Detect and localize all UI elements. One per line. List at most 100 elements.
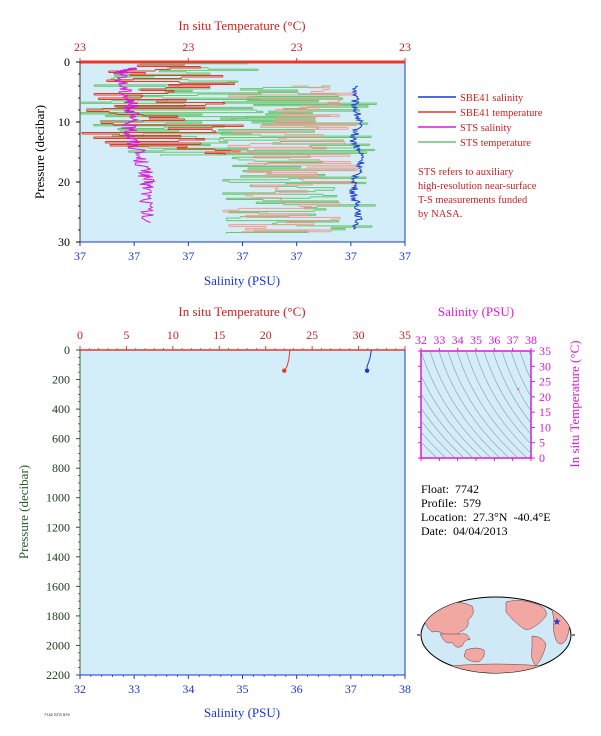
location: Location: 27.3°N -40.4°E (421, 510, 551, 524)
full-profile-top-ticks: 0 5 10 15 20 25 30 35 (77, 328, 411, 350)
full-profile-y-tick-label: 1600 (46, 579, 70, 593)
legend-label-sts-temperature: STS temperature (460, 138, 531, 149)
near-surface-y-tick-label: 10 (58, 115, 70, 129)
ts-density-contour (421, 374, 483, 458)
near-surface-y-axis-label: Pressure (decibar) (32, 105, 47, 199)
ts-y-tick-label: 15 (539, 405, 551, 419)
salinity-profile-end-marker (364, 368, 370, 373)
legend-label-sbe41-temperature: SBE41 temperature (460, 108, 543, 119)
ts-density-contour (438, 351, 510, 458)
full-profile-y-ticks: 0 200 400 600 800 1000 1200 1400 1600 1800 2000 220… (46, 343, 80, 682)
full-profile-bottom-tick-label: 34 (182, 682, 194, 696)
ts-x-tick-label: 35 (470, 333, 482, 347)
ts-density-contour (421, 441, 438, 458)
full-profile-bottom-tick-label: 35 (237, 682, 249, 696)
float-info: Float: 7742 Profile: 579 Location: 27.3°… (421, 482, 551, 538)
ts-density-contour (447, 351, 519, 458)
ts-x-tick-label: 38 (525, 333, 537, 347)
ts-y-tick-label: 35 (539, 344, 551, 358)
near-surface-bottom-tick-label: 37 (399, 249, 411, 263)
full-profile-bottom-axis-label: Salinity (PSU) (204, 705, 280, 720)
legend: SBE41 salinity SBE41 temperature STS sal… (418, 93, 543, 149)
near-surface-top-tick-label: 23 (74, 40, 86, 54)
sbe41-salinity-series (349, 85, 365, 230)
ts-density-contour (421, 420, 456, 458)
full-profile-y-tick-label: 200 (52, 373, 70, 387)
note-line: high-resolution near-surface (418, 181, 537, 192)
ts-y-tick-label: 25 (539, 375, 551, 389)
full-profile-y-tick-label: 600 (52, 432, 70, 446)
near-surface-bottom-tick-label: 37 (128, 249, 140, 263)
near-surface-bottom-tick-label: 37 (74, 249, 86, 263)
near-surface-bottom-tick-label: 37 (291, 249, 303, 263)
ts-x-axis-label: Salinity (PSU) (438, 304, 514, 319)
near-surface-top-ticks: 23 23 23 23 (74, 40, 411, 62)
world-map: ★ (417, 596, 575, 674)
full-profile-top-tick-label: 25 (306, 328, 318, 342)
ts-density-contour (510, 351, 531, 398)
full-profile-y-tick-label: 0 (64, 343, 70, 357)
near-surface-bottom-tick-label: 37 (345, 249, 357, 263)
near-surface-bottom-axis-label: Salinity (PSU) (204, 273, 280, 288)
full-profile-top-tick-label: 20 (260, 328, 272, 342)
full-profile-y-tick-label: 800 (52, 461, 70, 475)
ts-x-tick-label: 36 (488, 333, 500, 347)
near-surface-top-tick-label: 23 (399, 40, 411, 54)
ts-point: × (516, 386, 520, 394)
full-profile-y-tick-label: 1400 (46, 550, 70, 564)
near-surface-top-tick-label: 23 (291, 40, 303, 54)
full-profile-top-tick-label: 35 (399, 328, 411, 342)
ts-density-contour (501, 351, 531, 412)
ts-density-contour (465, 351, 531, 454)
full-profile-bottom-tick-label: 36 (291, 682, 303, 696)
full-profile-top-axis-label: In situ Temperature (°C) (178, 304, 305, 319)
ts-density-contour (421, 351, 492, 458)
full-profile-top-tick-label: 15 (213, 328, 225, 342)
note-line: T-S measurements funded (418, 195, 528, 206)
ts-density-contour (421, 407, 465, 458)
ts-points: × (516, 386, 520, 394)
full-profile-top-tick-label: 30 (353, 328, 365, 342)
ts-density-contour (519, 351, 531, 381)
near-surface-y-ticks: 0 10 20 30 (58, 55, 80, 249)
ts-y-tick-label: 0 (539, 451, 545, 465)
near-surface-y-tick-label: 0 (64, 55, 70, 69)
legend-label-sbe41-salinity: SBE41 salinity (460, 93, 524, 104)
ts-x-tick-label: 32 (415, 333, 427, 347)
sts-note: STS refers to auxiliary high-resolution … (418, 167, 537, 220)
near-surface-top-tick-label: 23 (182, 40, 194, 54)
full-profile-y-tick-label: 1800 (46, 609, 70, 623)
temperature-profile-line (283, 349, 291, 371)
profile-number: Profile: 579 (421, 496, 481, 510)
full-profile-top-tick-label: 10 (167, 328, 179, 342)
full-profile-y-tick-label: 2200 (46, 668, 70, 682)
full-profile-y-tick-label: 400 (52, 402, 70, 416)
ts-density-contour (421, 392, 474, 458)
near-surface-bottom-ticks: 37 37 37 37 37 37 37 (74, 242, 411, 263)
full-profile-top-tick-label: 5 (123, 328, 129, 342)
ts-density-contour (456, 351, 528, 458)
float-id: Float: 7742 (421, 482, 480, 496)
ts-x-tick-label: 37 (507, 333, 519, 347)
full-profile-plot-area (79, 349, 406, 676)
ts-density-contour (429, 351, 501, 458)
full-profile-y-tick-label: 1000 (46, 491, 70, 505)
footer-id: 7742 STS 579 (44, 712, 70, 717)
near-surface-top-axis-label: In situ Temperature (°C) (178, 18, 305, 33)
temperature-profile-end-marker (282, 368, 287, 373)
full-profile-bottom-tick-label: 38 (399, 682, 411, 696)
full-profile-bottom-tick-label: 32 (74, 682, 86, 696)
ts-x-tick-label: 33 (433, 333, 445, 347)
ts-y-tick-label: 30 (539, 359, 551, 373)
ts-plot-area (420, 350, 532, 459)
ts-y-tick-label: 20 (539, 390, 551, 404)
ts-density-contour (474, 351, 531, 445)
legend-label-sts-salinity: STS salinity (460, 123, 512, 134)
full-profile-y-tick-label: 2000 (46, 638, 70, 652)
ts-y-axis-label: In situ Temperature (°C) (567, 340, 582, 467)
ts-density-contour (421, 431, 447, 458)
full-profile-bottom-tick-label: 33 (128, 682, 140, 696)
near-surface-panel: 23 23 23 23 37 37 37 37 37 37 37 0 10 20 30 In situ … (32, 18, 411, 288)
